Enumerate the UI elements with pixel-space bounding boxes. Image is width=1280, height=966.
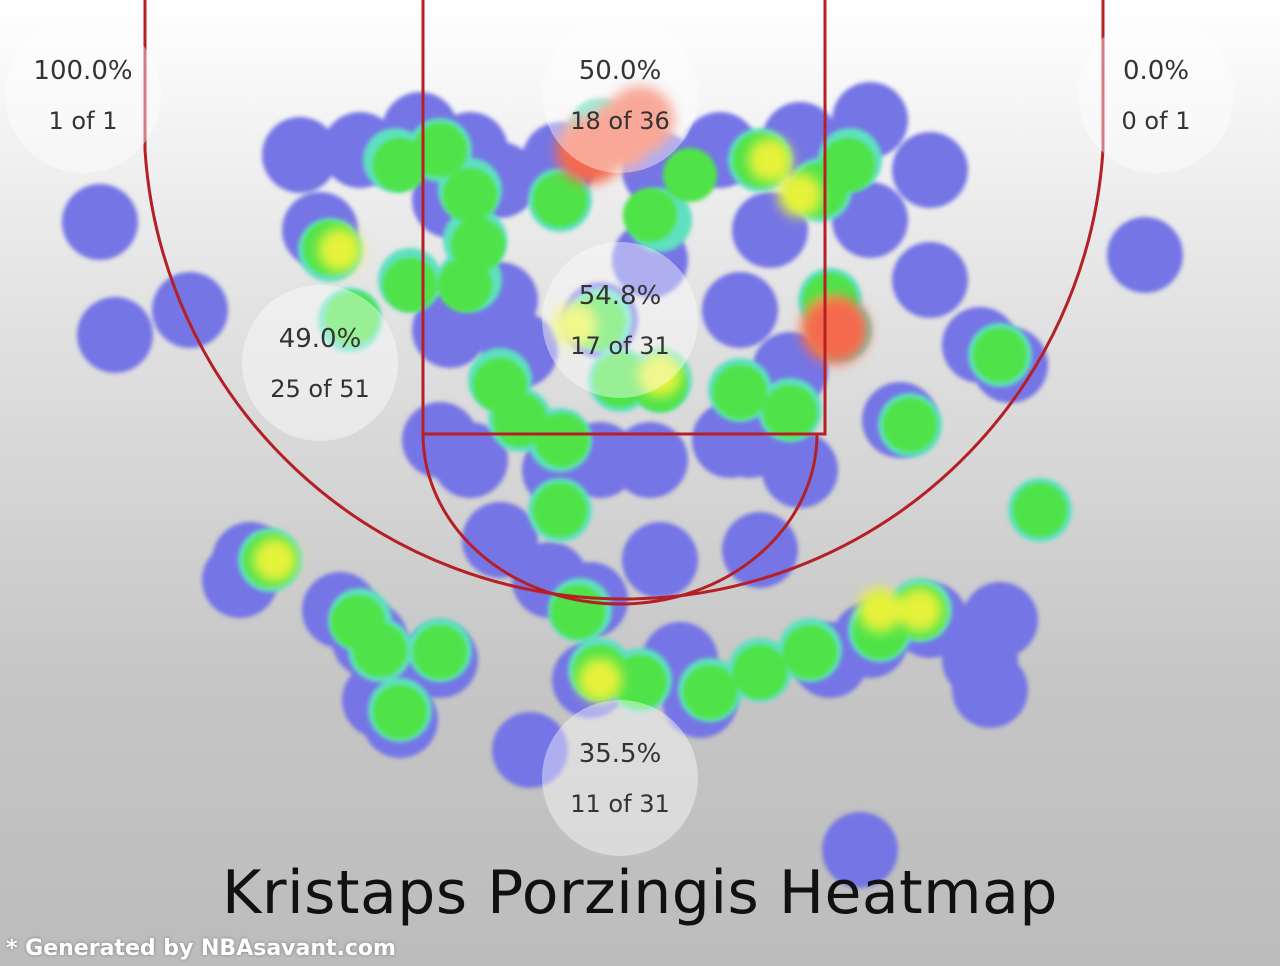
free-throw-circle bbox=[421, 433, 819, 606]
mid-shot bbox=[443, 168, 497, 222]
cold-shot bbox=[692, 402, 768, 478]
warm-shot bbox=[778, 173, 822, 217]
zone-percentage: 35.5% bbox=[579, 739, 662, 769]
zone-paint-non-ra: 54.8% 17 of 31 bbox=[542, 242, 698, 398]
zone-right-corner: 0.0% 0 of 1 bbox=[1078, 17, 1234, 173]
zone-percentage: 49.0% bbox=[279, 324, 362, 354]
zone-percentage: 100.0% bbox=[33, 56, 132, 86]
mid-shot bbox=[325, 291, 379, 345]
zone-bubble bbox=[542, 700, 698, 856]
zone-labels: 100.0% 1 of 1 50.0% 18 of 36 0.0% 0 of 1 49.0%… bbox=[5, 17, 1234, 856]
cold-shot bbox=[942, 622, 1018, 698]
mid-shot bbox=[331, 595, 385, 649]
cold-shot bbox=[832, 182, 908, 258]
mid-shot bbox=[883, 398, 937, 452]
zone-made-attempts: 18 of 36 bbox=[570, 107, 669, 135]
mid-shot bbox=[438, 258, 492, 312]
cold-shot bbox=[492, 712, 568, 788]
zone-percentage: 54.8% bbox=[579, 281, 662, 311]
mid-shot bbox=[623, 188, 677, 242]
zone-bubble bbox=[5, 17, 161, 173]
credit-text: * Generated by NBAsavant.com bbox=[6, 936, 396, 961]
cold-shot bbox=[892, 242, 968, 318]
warm-shot bbox=[318, 228, 362, 272]
mid-shot bbox=[713, 365, 767, 419]
cold-shot bbox=[702, 272, 778, 348]
zone-bubble bbox=[1078, 17, 1234, 173]
paint-box bbox=[421, 0, 827, 436]
warm-shot bbox=[898, 588, 942, 632]
mid-shot bbox=[533, 173, 587, 227]
heat-layer-hot bbox=[556, 86, 869, 364]
zone-top-of-key-three: 35.5% 11 of 31 bbox=[542, 700, 698, 856]
zone-made-attempts: 25 of 51 bbox=[270, 375, 369, 403]
hot-shot bbox=[556, 116, 624, 184]
mid-shot bbox=[373, 138, 427, 192]
cold-shot bbox=[612, 422, 688, 498]
cold-shot bbox=[77, 297, 153, 373]
mid-shot bbox=[373, 685, 427, 739]
cold-shot bbox=[1107, 217, 1183, 293]
cold-shot bbox=[892, 132, 968, 208]
zone-percentage: 0.0% bbox=[1123, 56, 1189, 86]
mid-shot bbox=[535, 413, 589, 467]
mid-shot bbox=[613, 655, 667, 709]
zone-made-attempts: 17 of 31 bbox=[570, 332, 669, 360]
mid-shot bbox=[973, 328, 1027, 382]
cold-shot bbox=[762, 432, 838, 508]
mid-shot bbox=[763, 385, 817, 439]
zone-made-attempts: 1 of 1 bbox=[49, 107, 118, 135]
warm-shot bbox=[748, 138, 792, 182]
zone-left-wing-midrange: 49.0% 25 of 51 bbox=[242, 285, 398, 441]
cold-shot bbox=[822, 812, 898, 888]
mid-shot bbox=[413, 625, 467, 679]
hot-shot bbox=[606, 86, 674, 154]
mid-shot bbox=[383, 258, 437, 312]
zone-bubble bbox=[542, 242, 698, 398]
zone-bubble bbox=[542, 17, 698, 173]
mid-shot bbox=[783, 625, 837, 679]
mid-shot bbox=[663, 148, 717, 202]
mid-shot bbox=[1013, 483, 1067, 537]
cold-shot bbox=[622, 522, 698, 598]
mid-shot bbox=[533, 483, 587, 537]
zone-bubble bbox=[242, 285, 398, 441]
mid-shot bbox=[551, 585, 605, 639]
three-point-line bbox=[143, 0, 1105, 601]
cold-shot bbox=[432, 422, 508, 498]
warm-shot bbox=[638, 353, 682, 397]
mid-shot bbox=[733, 645, 787, 699]
zone-made-attempts: 11 of 31 bbox=[570, 790, 669, 818]
warm-shot bbox=[253, 538, 297, 582]
chart-title: Kristaps Porzingis Heatmap bbox=[222, 858, 1058, 928]
cold-shot bbox=[152, 272, 228, 348]
zone-percentage: 50.0% bbox=[579, 56, 662, 86]
zone-restricted-area: 50.0% 18 of 36 bbox=[542, 17, 698, 173]
mid-shot bbox=[593, 353, 647, 407]
cold-shot bbox=[262, 117, 338, 193]
warm-shot bbox=[578, 658, 622, 702]
warm-shot bbox=[553, 303, 597, 347]
zone-made-attempts: 0 of 1 bbox=[1122, 107, 1191, 135]
mid-shot bbox=[683, 665, 737, 719]
warm-shot bbox=[858, 588, 902, 632]
mid-shot bbox=[821, 138, 875, 192]
cold-shot bbox=[62, 184, 138, 260]
zone-left-corner: 100.0% 1 of 1 bbox=[5, 17, 161, 173]
hot-shot bbox=[801, 296, 869, 364]
court-lines bbox=[143, 0, 1105, 606]
